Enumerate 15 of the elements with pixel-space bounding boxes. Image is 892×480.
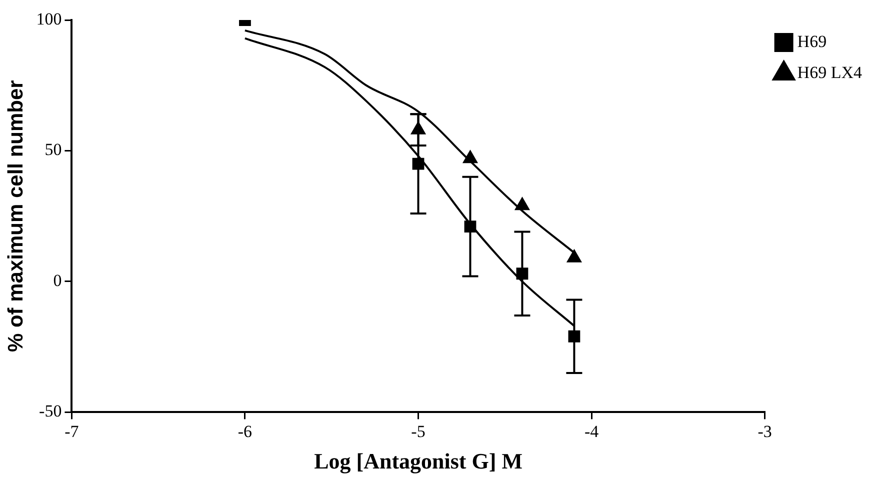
x-tick-label: -4 [584, 422, 600, 441]
x-tick-label: -6 [238, 422, 252, 441]
x-tick-label: -5 [411, 422, 426, 441]
y-tick-label: 0 [53, 270, 62, 290]
legend-label: H69 [797, 32, 827, 51]
point [463, 150, 478, 164]
point [515, 198, 530, 210]
y-axis-title: % of maximum cell number [4, 80, 28, 352]
x-tick-label: -3 [758, 422, 772, 441]
y-tick-label: 50 [44, 140, 62, 160]
y-tick-label: 100 [36, 9, 62, 28]
y-tick-label: -50 [39, 402, 62, 421]
x-tick-label: -7 [64, 422, 80, 441]
legend-label: H69 LX4 [797, 62, 862, 82]
x-axis-title: Log [Antagonist G] M [314, 448, 523, 474]
